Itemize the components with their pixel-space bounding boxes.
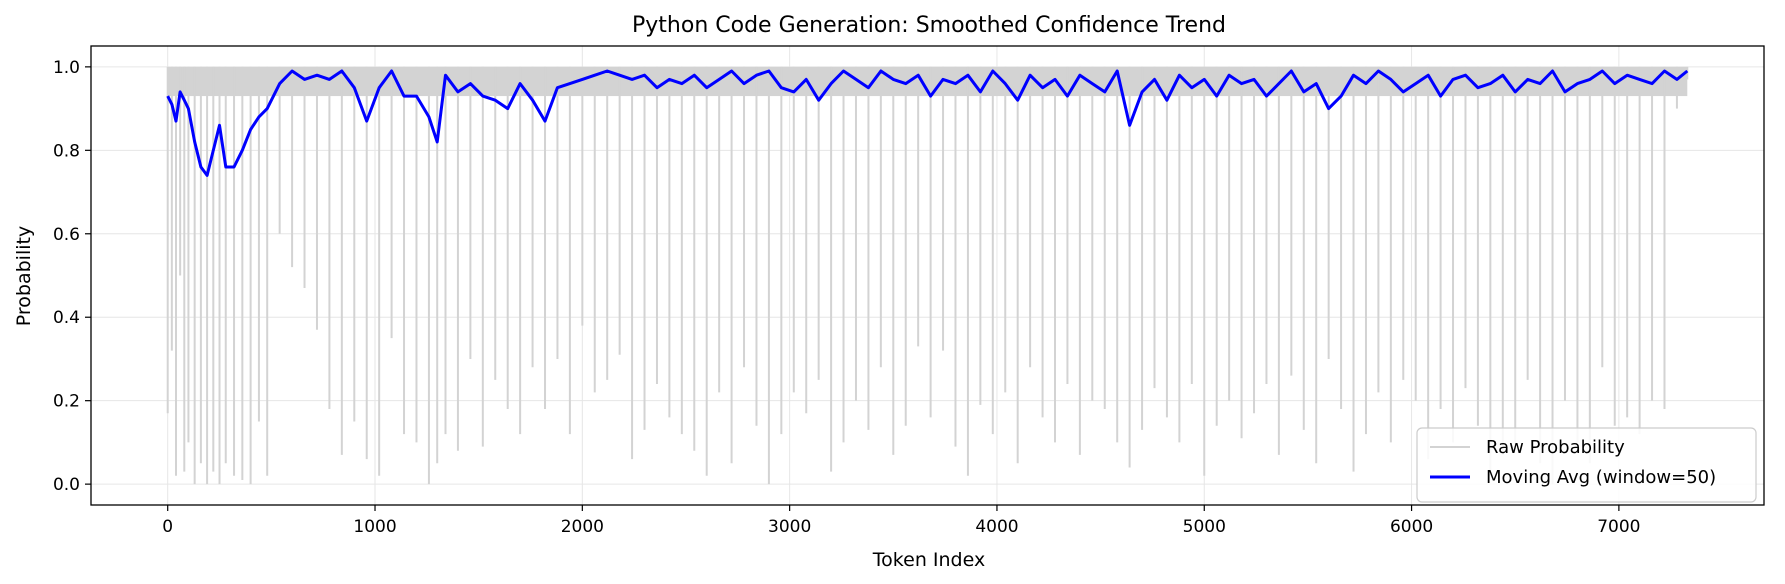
raw-probability-series — [166, 66, 1689, 485]
x-tick-label: 1000 — [353, 517, 396, 537]
y-tick-label: 0.6 — [53, 225, 80, 245]
legend-box — [1416, 427, 1757, 503]
chart-title: Python Code Generation: Smoothed Confide… — [632, 13, 1226, 38]
x-axis-title: Token Index — [872, 549, 985, 571]
moving-average-line — [166, 69, 1689, 177]
y-tick-label: 0.8 — [53, 141, 80, 161]
y-tick-label: 0.0 — [53, 475, 80, 495]
y-tick-label: 0.2 — [53, 392, 80, 412]
y-axis-title: Probability — [13, 226, 35, 326]
x-tick-label: 4000 — [975, 517, 1018, 537]
x-tick-label: 0 — [162, 517, 173, 537]
legend: Raw Probability Moving Avg (window=50) — [1416, 427, 1757, 503]
x-tick-label: 3000 — [768, 517, 811, 537]
legend-raw-label: Raw Probability — [1486, 437, 1625, 458]
legend-avg-label: Moving Avg (window=50) — [1486, 467, 1716, 488]
x-tick-label: 5000 — [1183, 517, 1226, 537]
x-tick-label: 2000 — [561, 517, 604, 537]
x-tick-label: 6000 — [1390, 517, 1433, 537]
y-tick-label: 1.0 — [53, 58, 80, 78]
y-tick-label: 0.4 — [53, 308, 80, 328]
x-axis-ticks: 0 1000 2000 3000 4000 5000 6000 7000 — [162, 505, 1641, 537]
x-tick-label: 7000 — [1597, 517, 1640, 537]
plot-frame — [90, 45, 1765, 506]
moving-average-series — [166, 69, 1689, 177]
y-axis-ticks: 0.0 0.2 0.4 0.6 0.8 1.0 — [53, 58, 91, 495]
